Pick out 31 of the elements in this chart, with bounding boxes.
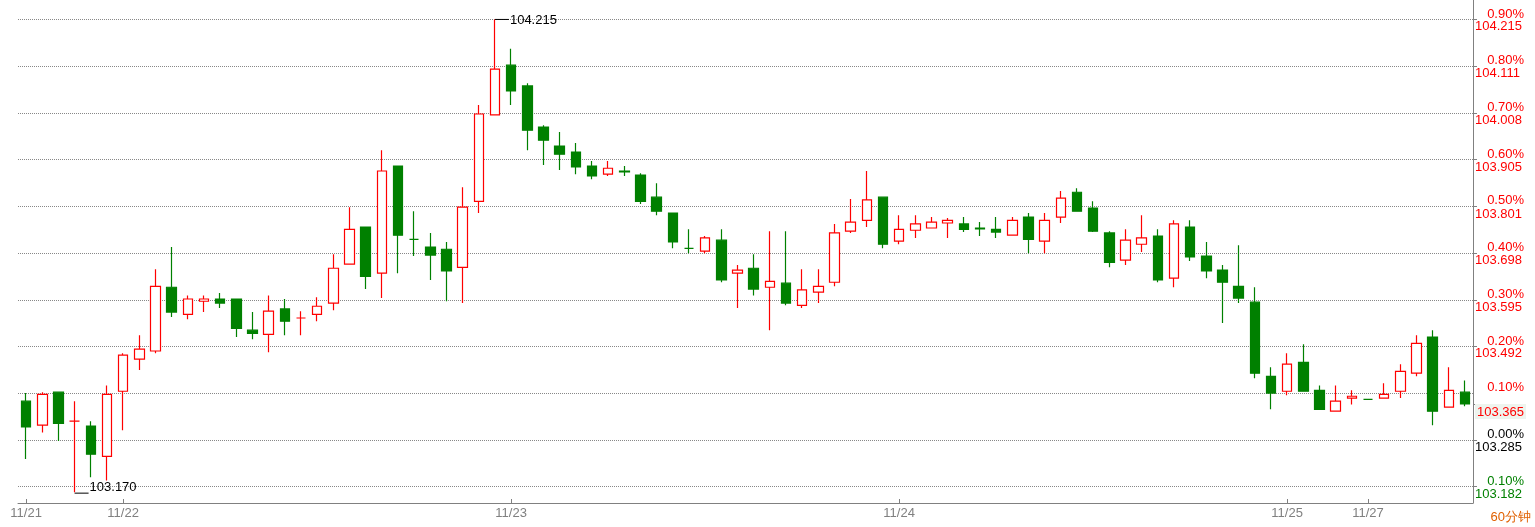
y2-tick-label: 0.70% xyxy=(1487,99,1525,115)
y-tick-label: 103.905 xyxy=(1475,158,1522,174)
y2-tick-label: 0.80% xyxy=(1487,52,1525,68)
y-tick-label: 103.492 xyxy=(1475,345,1522,361)
y-tick-label: 103.182 xyxy=(1475,485,1522,501)
y2-tick-label: 0.00% xyxy=(1487,425,1525,441)
y-tick-label: 103.365 xyxy=(1477,403,1524,419)
y2-tick-label: 0.90% xyxy=(1487,5,1525,21)
text: 60分钟 xyxy=(1490,509,1532,524)
x-tick-label: 11/21 xyxy=(10,505,42,520)
text: 103.170 xyxy=(89,479,137,495)
x-tick-label: 11/22 xyxy=(107,505,139,520)
x-tick-label: 11/25 xyxy=(1271,505,1303,520)
y2-tick-label: 0.50% xyxy=(1487,192,1525,208)
x-tick-label: 11/27 xyxy=(1352,505,1384,520)
y2-tick-label: 0.10% xyxy=(1487,472,1525,488)
y-tick-label: 103.595 xyxy=(1475,298,1522,314)
y-tick-label: 104.215 xyxy=(1475,18,1522,34)
text: 104.215 xyxy=(509,11,557,27)
y-tick-label: 104.008 xyxy=(1475,112,1522,128)
y2-tick-label: 0.40% xyxy=(1487,239,1525,255)
y-tick-label: 103.698 xyxy=(1475,252,1522,268)
x-tick-label: 11/23 xyxy=(495,505,527,520)
y-tick-label: 104.111 xyxy=(1475,65,1521,81)
y-tick-label: 103.285 xyxy=(1475,439,1522,455)
y2-tick-label: 0.60% xyxy=(1487,145,1525,161)
y2-tick-label: 0.10% xyxy=(1487,379,1525,395)
y2-tick-label: 0.20% xyxy=(1487,332,1525,348)
x-tick-label: 11/24 xyxy=(883,505,915,520)
y-tick-label: 103.801 xyxy=(1475,205,1522,221)
y2-tick-label: 0.30% xyxy=(1487,285,1525,301)
